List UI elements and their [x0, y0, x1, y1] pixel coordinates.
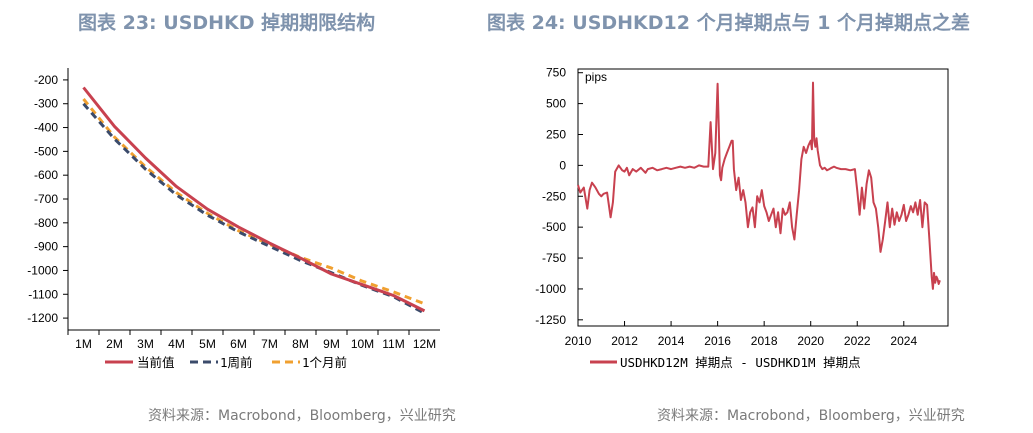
right-y-tick-label: -500	[542, 220, 566, 234]
right-x-tick-label: 2014	[658, 334, 685, 348]
left-y-tick-label: -500	[34, 144, 58, 158]
left-x-tick-label: 6M	[230, 337, 247, 351]
right-y-tick-label: 500	[546, 97, 566, 111]
right-x-tick-label: 2016	[704, 334, 731, 348]
legend-label-spread: USDHKD12M 掉期点 - USDHKD1M 掉期点	[620, 355, 861, 370]
right-chart-title: 图表 24: USDHKD12 个月掉期点与 1 个月掉期点之差	[487, 12, 971, 34]
left-x-tick-label: 8M	[292, 337, 309, 351]
legend-label-week: 1周前	[220, 355, 253, 370]
right-y-tick-label: -250	[542, 189, 566, 203]
right-x-tick-label: 2012	[611, 334, 638, 348]
left-y-tick-label: -200	[34, 73, 58, 87]
legend-label-current: 当前值	[137, 355, 175, 370]
series-line-current	[82, 86, 426, 313]
legend-label-month: 1个月前	[302, 355, 347, 370]
left-y-tick-label: -1200	[27, 311, 58, 325]
left-x-tick-label: 5M	[199, 337, 216, 351]
right-legend: USDHKD12M 掉期点 - USDHKD1M 掉期点	[590, 355, 861, 370]
right-y-tick-label: -1250	[535, 313, 566, 327]
left-x-tick-label: 2M	[106, 337, 123, 351]
series-line-1-month-ago	[82, 98, 426, 306]
left-y-tick-label: -1000	[27, 263, 58, 277]
left-x-tick-label: 12M	[413, 337, 436, 351]
left-x-tick-label: 9M	[323, 337, 340, 351]
right-plot-frame	[577, 68, 949, 327]
left-x-tick-label: 4M	[168, 337, 185, 351]
left-source-note: 资料来源：Macrobond，Bloomberg，兴业研究	[148, 408, 456, 424]
left-x-tick-label: 11M	[382, 337, 404, 351]
right-x-tick-label: 2010	[565, 334, 592, 348]
left-x-tick-label: 1M	[75, 337, 92, 351]
right-source-note: 资料来源：Macrobond，Bloomberg，兴业研究	[657, 408, 965, 424]
right-y-tick-label: 750	[546, 66, 566, 80]
left-y-tick-label: -700	[34, 192, 58, 206]
right-x-tick-label: 2018	[751, 334, 778, 348]
left-x-tick-label: 3M	[137, 337, 154, 351]
left-x-tick-label: 10M	[351, 337, 374, 351]
right-y-tick-label: -750	[542, 251, 566, 265]
series-line-spread	[577, 81, 941, 290]
left-y-tick-label: -600	[34, 168, 58, 182]
left-y-tick-label: -900	[34, 240, 58, 254]
left-y-tick-label: -300	[34, 97, 58, 111]
right-y-tick-label: 0	[559, 158, 566, 172]
left-chart-title: 图表 23: USDHKD 掉期期限结构	[78, 12, 376, 34]
right-x-tick-label: 2020	[797, 334, 824, 348]
right-x-tick-label: 2022	[844, 334, 871, 348]
left-x-tick-label: 7M	[261, 337, 278, 351]
right-y-tick-label: 250	[546, 127, 566, 141]
left-y-tick-label: -800	[34, 216, 58, 230]
left-legend: 当前值 1周前 1个月前	[105, 355, 347, 370]
right-x-tick-label: 2024	[890, 334, 917, 348]
right-y-tick-label: -1000	[535, 282, 566, 296]
series-line-1-week-ago	[82, 102, 426, 315]
left-y-tick-label: -400	[34, 121, 58, 135]
right-unit-label: pips	[585, 70, 607, 84]
left-y-tick-label: -1100	[28, 287, 58, 301]
